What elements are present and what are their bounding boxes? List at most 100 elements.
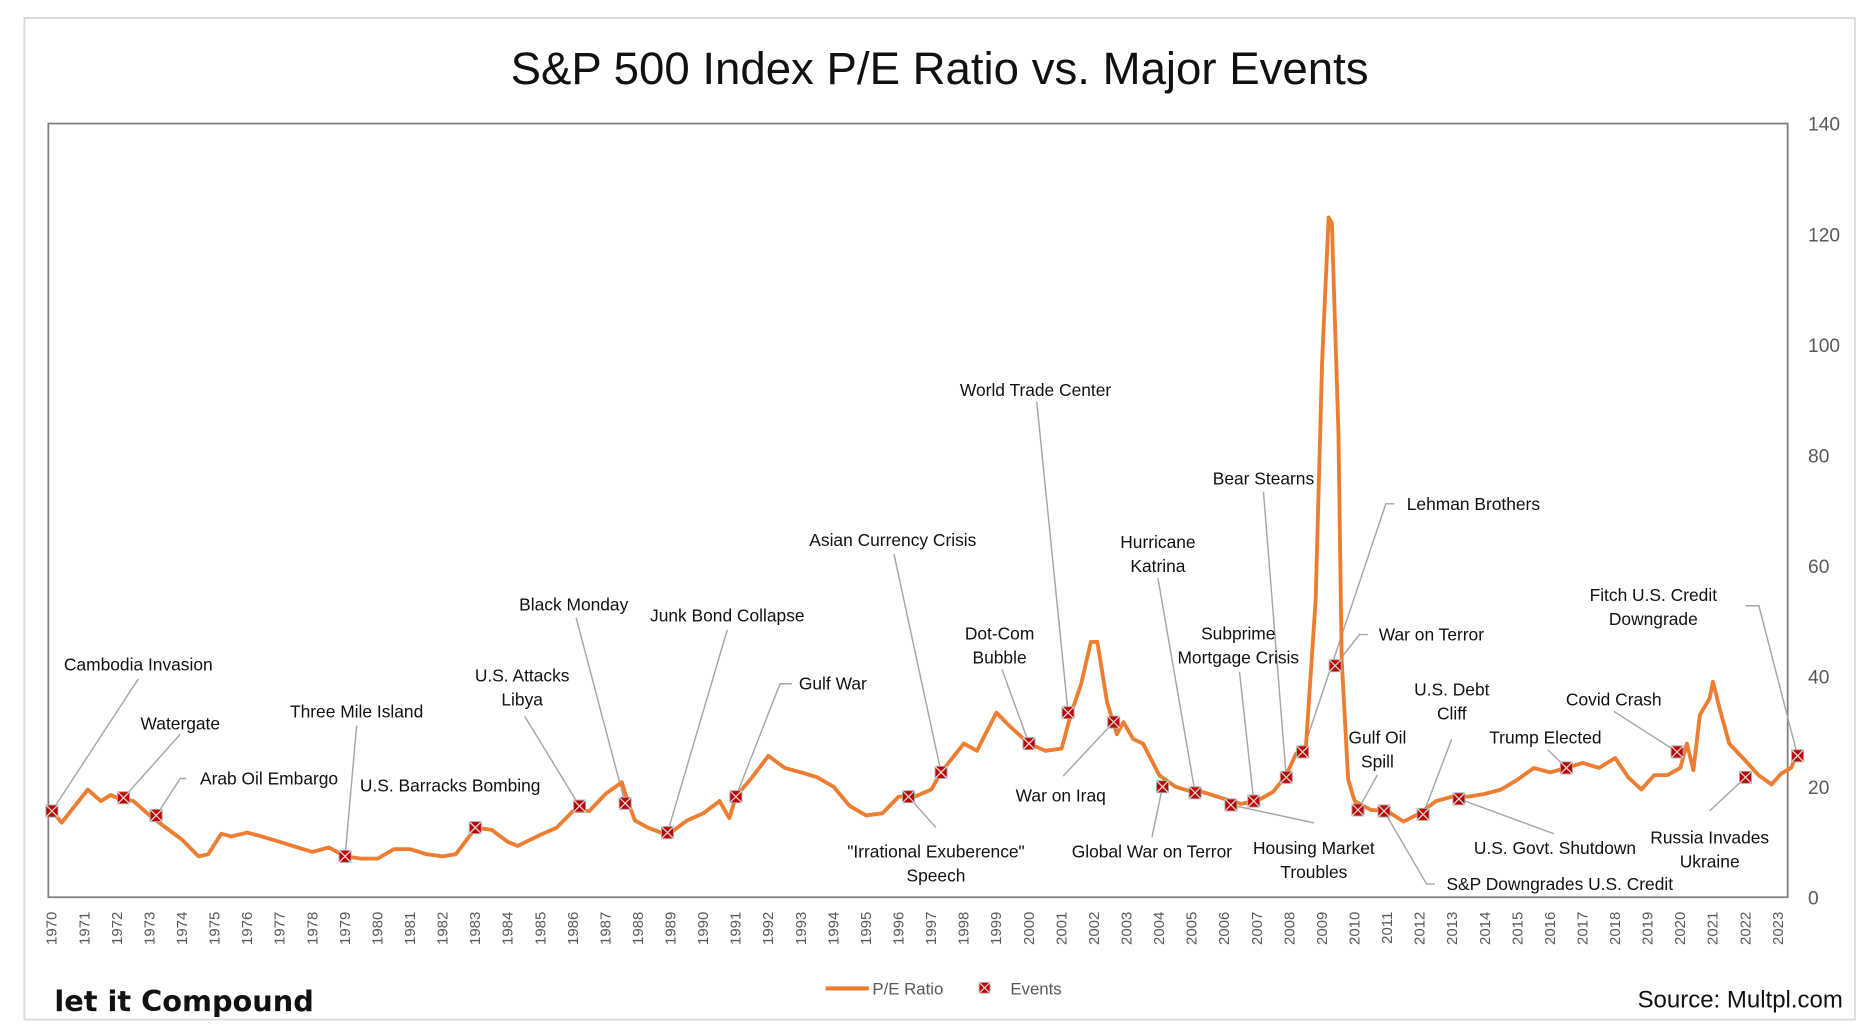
event-label-line: Dot-Com xyxy=(965,623,1035,643)
leader-line xyxy=(51,678,139,812)
source-note: Source: Multpl.com xyxy=(1638,987,1843,1014)
x-tick-label: 2018 xyxy=(1607,912,1624,945)
legend-pe-ratio: P/E Ratio xyxy=(872,979,943,998)
event-label: Watergate xyxy=(141,713,221,733)
leader-line xyxy=(1238,671,1255,802)
marker-cross xyxy=(1188,786,1202,800)
event-label-line: Bear Stearns xyxy=(1213,469,1315,489)
x-tick-label: 2003 xyxy=(1119,912,1136,945)
marker-cross xyxy=(1022,737,1036,751)
event-marker-icon xyxy=(729,790,743,804)
event-label: Lehman Brothers xyxy=(1407,494,1541,514)
event-label-line: Hurricane xyxy=(1120,532,1195,552)
event-label-line: Global War on Terror xyxy=(1072,842,1233,862)
leader-line xyxy=(155,777,187,816)
event-marker-icon xyxy=(1559,761,1573,775)
x-tick-label: 1996 xyxy=(891,912,908,945)
x-tick-label: 2006 xyxy=(1216,912,1233,945)
y-axis: 0 20 40 60 80 100 120 140 xyxy=(1808,115,1840,910)
leader-line xyxy=(575,617,626,804)
x-tick-label: 1998 xyxy=(956,912,973,945)
leader-line xyxy=(1230,804,1315,824)
event-label-line: Covid Crash xyxy=(1566,689,1662,709)
x-tick-label: 2007 xyxy=(1249,912,1266,945)
marker-cross xyxy=(661,826,674,840)
x-tick-label: 2020 xyxy=(1672,912,1689,945)
event-markers xyxy=(45,659,1805,863)
marker-cross xyxy=(573,799,587,813)
chart-title: S&P 500 Index P/E Ratio vs. Major Events xyxy=(511,43,1369,94)
event-label-line: Libya xyxy=(501,689,543,709)
x-tick-label: 2016 xyxy=(1542,912,1559,945)
event-marker-icon xyxy=(1351,803,1365,817)
x-tick-label: 1974 xyxy=(174,912,191,945)
marker-cross xyxy=(1296,745,1310,759)
x-tick-label: 2012 xyxy=(1412,912,1429,945)
x-tick-label: 2002 xyxy=(1086,912,1103,945)
event-marker-icon xyxy=(934,765,948,779)
event-label: Dot-Com Bubble xyxy=(965,623,1035,667)
y-tick-label: 0 xyxy=(1808,888,1819,909)
event-label-line: Fitch U.S. Credit xyxy=(1590,585,1718,605)
event-label-line: Watergate xyxy=(141,713,221,733)
x-tick-label: 2004 xyxy=(1151,912,1168,945)
y-tick-label: 60 xyxy=(1808,557,1829,578)
event-marker-icon xyxy=(1156,780,1170,794)
x-tick-label: 2014 xyxy=(1477,912,1494,945)
event-label: "Irrational Exuberence" Speech xyxy=(847,842,1025,886)
marker-cross xyxy=(1670,745,1684,759)
event-marker-icon xyxy=(149,808,163,822)
y-tick-label: 100 xyxy=(1808,336,1840,357)
event-label: Hurricane Katrina xyxy=(1120,532,1195,576)
x-tick-label: 1997 xyxy=(923,912,940,945)
x-tick-label: 2013 xyxy=(1444,912,1461,945)
marker-cross xyxy=(149,808,163,822)
event-label: U.S. Govt. Shutdown xyxy=(1474,838,1636,858)
marker-cross xyxy=(117,791,131,805)
event-label-line: S&P Downgrades U.S. Credit xyxy=(1446,874,1673,894)
event-label-line: Asian Currency Crisis xyxy=(809,530,976,550)
marker-cross xyxy=(1061,706,1075,720)
event-label-line: Black Monday xyxy=(519,595,628,615)
event-label: Fitch U.S. Credit Downgrade xyxy=(1590,585,1718,629)
leader-line xyxy=(344,725,358,857)
marker-cross xyxy=(1247,794,1261,808)
y-tick-label: 140 xyxy=(1808,115,1840,136)
leader-line xyxy=(1157,578,1196,793)
event-label-line: Three Mile Island xyxy=(290,701,423,721)
x-tick-label: 1976 xyxy=(239,912,256,945)
event-marker-icon xyxy=(1022,737,1036,751)
event-marker-icon xyxy=(338,849,352,863)
legend-event-marker-icon xyxy=(978,981,991,994)
event-label: World Trade Center xyxy=(960,380,1112,400)
event-label: U.S. Barracks Bombing xyxy=(360,776,541,796)
event-marker-icon xyxy=(1188,786,1202,800)
x-tick-label: 1995 xyxy=(858,912,875,945)
x-tick-label: 1981 xyxy=(402,912,419,945)
event-label-line: Lehman Brothers xyxy=(1407,494,1541,514)
y-tick-label: 120 xyxy=(1808,225,1840,246)
x-tick-label: 1986 xyxy=(565,912,582,945)
event-label: War on Iraq xyxy=(1016,785,1106,805)
event-label-line: Downgrade xyxy=(1609,609,1698,629)
x-axis: 1970 1971 1972 1973 1974 1975 1976 1977 1978 1979… xyxy=(44,912,1787,945)
event-label-line: "Irrational Exuberence" xyxy=(847,842,1025,862)
x-tick-label: 1991 xyxy=(728,912,745,945)
x-tick-label: 2015 xyxy=(1509,912,1526,945)
event-label-line: U.S. Debt xyxy=(1414,680,1489,700)
event-label-line: Arab Oil Embargo xyxy=(200,768,338,788)
x-tick-label: 1999 xyxy=(988,912,1005,945)
x-tick-label: 2010 xyxy=(1346,912,1363,945)
marker-cross xyxy=(1739,770,1752,784)
leader-line xyxy=(1062,721,1115,777)
y-tick-label: 80 xyxy=(1808,446,1829,467)
x-tick-label: 2021 xyxy=(1705,912,1722,945)
pe-ratio-line xyxy=(50,215,1800,861)
event-label: Junk Bond Collapse xyxy=(650,605,805,625)
marker-cross xyxy=(1351,803,1365,817)
event-marker-icon xyxy=(1328,659,1342,673)
marker-cross xyxy=(1452,792,1466,806)
event-label-line: Junk Bond Collapse xyxy=(650,605,805,625)
x-tick-label: 2000 xyxy=(1021,912,1038,945)
